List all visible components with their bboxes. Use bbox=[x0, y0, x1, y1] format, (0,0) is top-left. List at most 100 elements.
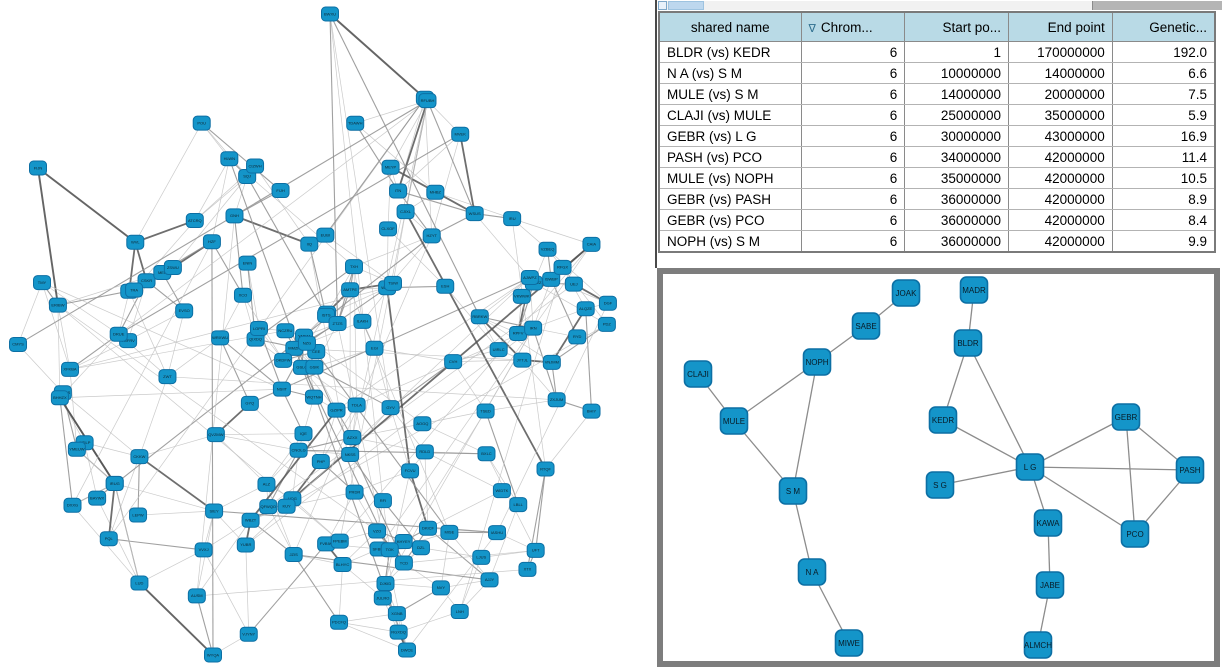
network-node[interactable]: VKWWK bbox=[512, 288, 531, 304]
network-node[interactable]: NZG bbox=[297, 335, 316, 351]
network-node[interactable]: WQTNH bbox=[304, 389, 323, 405]
network-node[interactable]: CVH bbox=[444, 354, 463, 370]
table-cell[interactable]: 35000000 bbox=[904, 167, 1009, 189]
network-node[interactable]: DKICF bbox=[418, 520, 437, 536]
table-cell[interactable]: 35000000 bbox=[1007, 104, 1113, 126]
table-cell[interactable]: 6 bbox=[800, 146, 906, 168]
network-node[interactable]: TOK bbox=[380, 542, 399, 558]
table-row[interactable]: MULE (vs) S M 6 14000000 20000000 7.5 bbox=[658, 83, 1216, 105]
table-cell[interactable]: 6 bbox=[800, 167, 906, 189]
network-node[interactable]: EUBI bbox=[316, 227, 335, 243]
network-node-kedr[interactable]: KEDR bbox=[928, 406, 958, 434]
network-node[interactable]: ILAKH bbox=[353, 313, 372, 329]
network-node[interactable]: IASHU bbox=[488, 525, 507, 541]
table-cell[interactable]: 10000000 bbox=[904, 62, 1009, 84]
network-node[interactable]: VVXJ bbox=[194, 542, 213, 558]
table-cell[interactable]: 10.5 bbox=[1111, 167, 1216, 189]
network-node[interactable]: RPFV bbox=[509, 325, 528, 341]
network-node[interactable]: PDZ bbox=[597, 316, 616, 332]
network-node[interactable]: WYQA bbox=[204, 647, 222, 663]
scrollbar-left-button[interactable] bbox=[658, 1, 667, 10]
table-cell[interactable]: 42000000 bbox=[1007, 230, 1113, 253]
table-cell[interactable]: 42000000 bbox=[1007, 167, 1113, 189]
network-node[interactable]: DXXG bbox=[63, 497, 82, 513]
network-node[interactable]: CNOLG bbox=[289, 442, 308, 458]
network-node[interactable]: TDLA bbox=[347, 397, 366, 413]
table-row[interactable]: PASH (vs) PCO 6 34000000 42000000 11.4 bbox=[658, 146, 1216, 168]
network-node[interactable]: MVEK bbox=[451, 126, 470, 142]
network-node[interactable]: AUSM bbox=[187, 588, 206, 604]
network-node[interactable]: RDLD bbox=[415, 444, 434, 460]
network-node[interactable]: HZF bbox=[202, 234, 221, 250]
network-node[interactable]: BHHZX bbox=[50, 390, 69, 406]
column-header-3[interactable]: End point bbox=[1007, 11, 1113, 42]
network-node-l-g[interactable]: L G bbox=[1015, 453, 1045, 481]
table-cell[interactable]: 34000000 bbox=[904, 146, 1009, 168]
network-node-almch[interactable]: ALMCH bbox=[1023, 631, 1053, 659]
network-node[interactable]: YMEUW bbox=[67, 441, 86, 457]
network-node[interactable]: QVZMW bbox=[206, 427, 225, 443]
network-node[interactable]: IRN bbox=[524, 320, 543, 336]
table-cell[interactable]: 8.9 bbox=[1111, 188, 1216, 210]
network-node[interactable]: AJJY bbox=[480, 572, 499, 588]
network-node[interactable]: IRU bbox=[503, 211, 522, 227]
table-cell[interactable]: 14000000 bbox=[1007, 62, 1113, 84]
table-cell[interactable]: 6 bbox=[800, 230, 906, 253]
table-cell[interactable]: 170000000 bbox=[1007, 41, 1113, 63]
network-node[interactable]: FIJN bbox=[29, 160, 47, 176]
network-node[interactable]: DJKID bbox=[376, 575, 395, 591]
table-cell[interactable]: 6 bbox=[800, 209, 906, 231]
network-node[interactable]: PQL bbox=[99, 531, 118, 547]
network-node[interactable]: EVSO bbox=[175, 303, 194, 319]
network-node[interactable]: UFT bbox=[526, 542, 545, 558]
network-node[interactable]: RGXDQ bbox=[389, 624, 408, 640]
network-node[interactable]: IRUG bbox=[105, 476, 124, 492]
network-node[interactable]: WVL bbox=[126, 234, 145, 250]
network-node[interactable]: NKSS bbox=[341, 446, 360, 462]
network-node[interactable]: CKKW bbox=[130, 449, 149, 465]
network-node-joak[interactable]: JOAK bbox=[891, 279, 921, 307]
network-node[interactable]: TRA bbox=[125, 282, 144, 298]
table-cell[interactable]: 6 bbox=[800, 188, 906, 210]
table-row[interactable]: GEBR (vs) PASH 6 36000000 42000000 8.9 bbox=[658, 188, 1216, 210]
network-node[interactable]: JZIS bbox=[284, 547, 303, 563]
network-node[interactable]: VJYNY bbox=[239, 626, 258, 642]
network-node[interactable]: LOPRI bbox=[249, 320, 268, 336]
network-node[interactable]: UEJ bbox=[564, 276, 583, 292]
network-node[interactable]: NVY bbox=[431, 580, 450, 596]
table-row[interactable]: GEBR (vs) PCO 6 36000000 42000000 8.4 bbox=[658, 209, 1216, 231]
network-node[interactable]: GZIPR bbox=[327, 402, 346, 418]
network-node-s-m[interactable]: S M bbox=[778, 477, 808, 505]
network-node[interactable]: MEYP bbox=[381, 159, 400, 175]
table-cell[interactable]: 6 bbox=[800, 83, 906, 105]
network-node[interactable]: CMYS bbox=[9, 336, 28, 352]
table-row[interactable]: NOPH (vs) S M 6 36000000 42000000 9.9 bbox=[658, 230, 1216, 253]
network-node[interactable]: GYV bbox=[381, 400, 400, 416]
network-node[interactable]: DZL bbox=[411, 540, 430, 556]
network-node[interactable]: HLWN bbox=[220, 151, 239, 167]
table-cell[interactable]: MULE (vs) S M bbox=[658, 83, 802, 105]
network-node[interactable]: AMTPE bbox=[341, 282, 360, 298]
network-node[interactable]: ITN bbox=[389, 183, 408, 199]
table-cell[interactable]: 16.9 bbox=[1111, 125, 1216, 147]
table-cell[interactable]: CLAJI (vs) MULE bbox=[658, 104, 802, 126]
network-node[interactable]: RFGX bbox=[553, 259, 572, 275]
network-node[interactable]: WIDTK bbox=[492, 483, 511, 499]
network-node-jabe[interactable]: JABE bbox=[1035, 571, 1065, 599]
network-node[interactable]: LNH bbox=[450, 604, 469, 620]
network-node[interactable]: LUD bbox=[130, 575, 149, 591]
network-node[interactable]: WRXWU bbox=[211, 330, 230, 346]
table-cell[interactable]: 6.6 bbox=[1111, 62, 1216, 84]
network-node[interactable]: XTX bbox=[518, 561, 537, 577]
network-node[interactable]: TXH bbox=[344, 259, 363, 275]
network-node[interactable]: LBLL bbox=[509, 497, 528, 513]
network-node[interactable]: ZXJUM bbox=[547, 392, 566, 408]
network-node[interactable]: ZSWU bbox=[163, 260, 182, 276]
network-node[interactable]: VZBEQ bbox=[538, 241, 557, 257]
network-node[interactable]: RFI bbox=[373, 493, 392, 509]
network-node[interactable]: AOGQ bbox=[413, 416, 432, 432]
network-node[interactable]: GSIK bbox=[305, 359, 324, 375]
column-header-0[interactable]: shared name bbox=[658, 11, 802, 42]
table-cell[interactable]: GEBR (vs) PCO bbox=[658, 209, 802, 231]
network-node[interactable]: KUY bbox=[277, 498, 296, 514]
